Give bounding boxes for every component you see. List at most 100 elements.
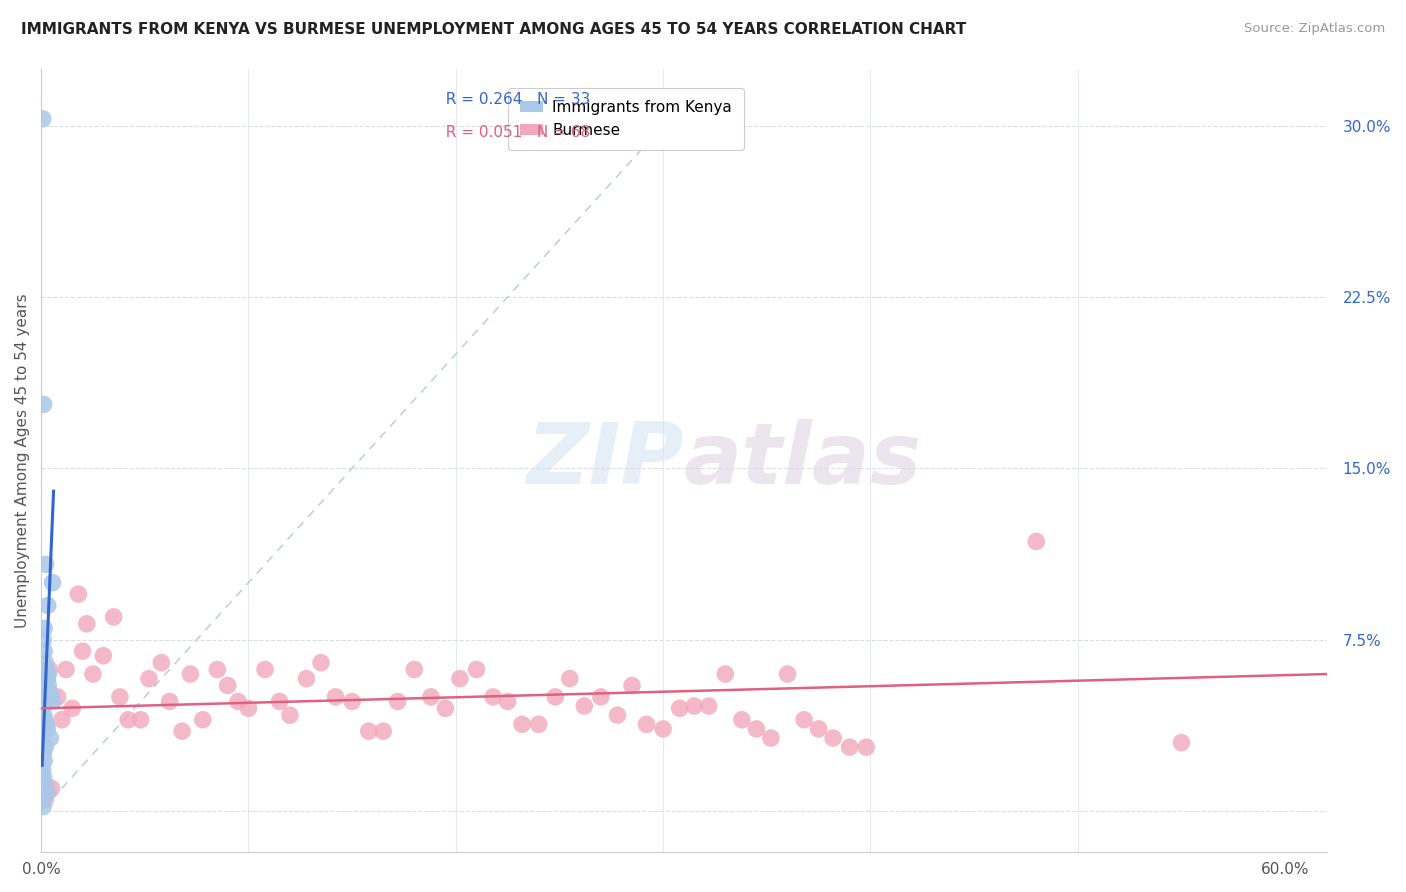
Point xyxy=(373,724,395,739)
Point xyxy=(32,621,55,635)
Point xyxy=(103,610,125,624)
Point xyxy=(34,713,56,727)
Point xyxy=(34,690,56,704)
Point xyxy=(32,770,55,784)
Point xyxy=(37,599,59,613)
Point xyxy=(32,708,55,723)
Point xyxy=(34,656,56,670)
Point xyxy=(776,667,799,681)
Point xyxy=(449,672,471,686)
Point xyxy=(38,663,60,677)
Point xyxy=(34,740,56,755)
Point xyxy=(37,672,59,686)
Point xyxy=(35,663,58,677)
Point xyxy=(67,587,90,601)
Point xyxy=(38,685,60,699)
Point xyxy=(191,713,214,727)
Point xyxy=(129,713,152,727)
Point xyxy=(465,663,488,677)
Point xyxy=(745,722,768,736)
Point xyxy=(226,694,249,708)
Point xyxy=(51,713,73,727)
Point xyxy=(207,663,229,677)
Point xyxy=(668,701,690,715)
Point xyxy=(419,690,441,704)
Point xyxy=(41,694,63,708)
Text: atlas: atlas xyxy=(683,419,922,502)
Point xyxy=(309,656,332,670)
Point xyxy=(527,717,550,731)
Point xyxy=(60,701,83,715)
Point xyxy=(41,690,63,704)
Point xyxy=(387,694,409,708)
Point xyxy=(434,701,457,715)
Point xyxy=(32,747,55,761)
Point xyxy=(32,397,55,411)
Point xyxy=(295,672,318,686)
Point xyxy=(269,694,291,708)
Point xyxy=(238,701,260,715)
Point xyxy=(823,731,845,745)
Text: ZIP: ZIP xyxy=(526,419,683,502)
Point xyxy=(32,632,55,647)
Point xyxy=(34,793,56,807)
Point xyxy=(558,672,581,686)
Point xyxy=(357,724,380,739)
Point xyxy=(838,740,860,755)
Text: Source: ZipAtlas.com: Source: ZipAtlas.com xyxy=(1244,22,1385,36)
Point xyxy=(652,722,675,736)
Point xyxy=(35,717,58,731)
Point xyxy=(510,717,533,731)
Point xyxy=(46,690,69,704)
Point xyxy=(620,678,643,692)
Point xyxy=(82,667,104,681)
Point xyxy=(37,786,59,800)
Point xyxy=(76,616,98,631)
Point xyxy=(34,558,56,572)
Text: IMMIGRANTS FROM KENYA VS BURMESE UNEMPLOYMENT AMONG AGES 45 TO 54 YEARS CORRELAT: IMMIGRANTS FROM KENYA VS BURMESE UNEMPLO… xyxy=(21,22,966,37)
Point xyxy=(496,694,519,708)
Point xyxy=(31,763,53,777)
Point xyxy=(41,781,63,796)
Point xyxy=(683,699,706,714)
Point xyxy=(35,667,58,681)
Legend: Immigrants from Kenya, Burmese: Immigrants from Kenya, Burmese xyxy=(508,88,744,150)
Point xyxy=(39,731,62,745)
Point xyxy=(41,575,63,590)
Point xyxy=(31,701,53,715)
Point xyxy=(544,690,567,704)
Point xyxy=(34,777,56,791)
Point xyxy=(32,799,55,814)
Text: R = 0.051   N = 68: R = 0.051 N = 68 xyxy=(436,125,591,140)
Point xyxy=(55,663,77,677)
Point xyxy=(1025,534,1047,549)
Point xyxy=(759,731,782,745)
Point xyxy=(179,667,201,681)
Point xyxy=(1170,736,1192,750)
Point xyxy=(253,663,276,677)
Point xyxy=(807,722,830,736)
Point xyxy=(697,699,720,714)
Point xyxy=(855,740,877,755)
Point xyxy=(172,724,194,739)
Point xyxy=(606,708,628,723)
Text: R = 0.264   N = 33: R = 0.264 N = 33 xyxy=(436,92,591,107)
Point xyxy=(217,678,239,692)
Point xyxy=(91,648,114,663)
Y-axis label: Unemployment Among Ages 45 to 54 years: Unemployment Among Ages 45 to 54 years xyxy=(15,293,30,628)
Point xyxy=(31,793,53,807)
Point xyxy=(636,717,658,731)
Point xyxy=(159,694,181,708)
Point xyxy=(31,112,53,126)
Point xyxy=(482,690,505,704)
Point xyxy=(108,690,131,704)
Point xyxy=(37,667,59,681)
Point xyxy=(32,644,55,658)
Point xyxy=(278,708,301,723)
Point xyxy=(117,713,139,727)
Point xyxy=(37,678,59,692)
Point xyxy=(150,656,173,670)
Point xyxy=(72,644,94,658)
Point xyxy=(325,690,347,704)
Point xyxy=(793,713,815,727)
